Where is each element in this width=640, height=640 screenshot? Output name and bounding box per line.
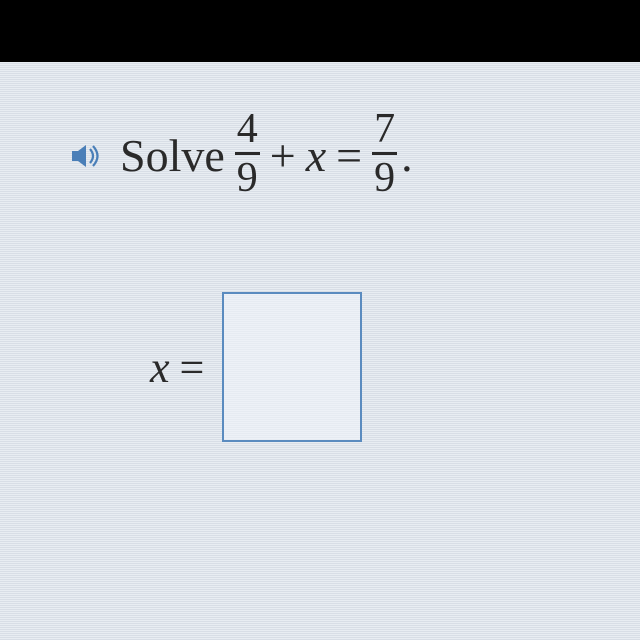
fraction-2-denominator: 9	[372, 155, 397, 199]
fraction-2-numerator: 7	[372, 108, 397, 152]
plus-operator: +	[270, 129, 296, 182]
answer-label: x =	[150, 342, 204, 393]
question-equation: Solve 4 9 + x = 7 9 .	[120, 110, 413, 201]
fraction-2: 7 9	[372, 108, 397, 199]
prompt-word: Solve	[120, 129, 225, 182]
fraction-1-numerator: 4	[235, 108, 260, 152]
speaker-icon[interactable]	[70, 143, 102, 169]
fraction-1-denominator: 9	[235, 155, 260, 199]
answer-equals: =	[180, 342, 205, 393]
equals-sign: =	[336, 129, 362, 182]
question-row: Solve 4 9 + x = 7 9 .	[70, 110, 413, 201]
fraction-1: 4 9	[235, 108, 260, 199]
content-panel: Solve 4 9 + x = 7 9 . x =	[0, 62, 640, 640]
period: .	[401, 129, 413, 182]
answer-variable: x	[150, 342, 170, 393]
answer-row: x =	[150, 292, 362, 442]
answer-input[interactable]	[222, 292, 362, 442]
variable-x: x	[306, 129, 326, 182]
